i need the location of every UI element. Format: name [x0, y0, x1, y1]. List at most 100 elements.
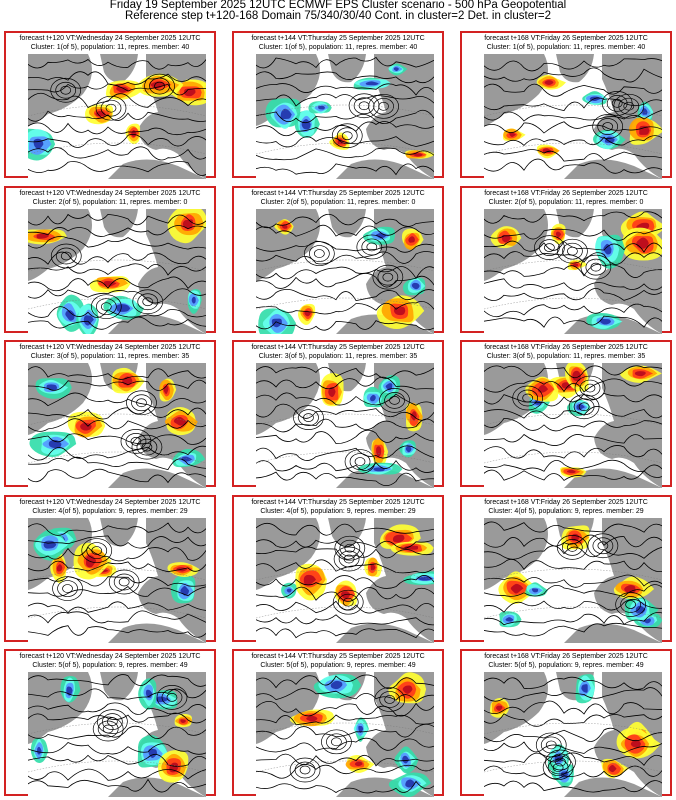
geopotential-low-contour [95, 298, 117, 316]
negative-anomaly-shade [286, 588, 292, 593]
geopotential-contour [28, 392, 206, 409]
geopotential-contour [484, 278, 662, 291]
geopotential-contour [256, 366, 434, 379]
panel-cluster-label: Cluster: 1(of 5), population: 11, repres… [30, 43, 190, 51]
positive-anomaly-shade [354, 761, 363, 767]
geopotential-map [28, 672, 206, 797]
geopotential-low-contour [545, 740, 557, 750]
cluster-panel: forecast t+144 VT:Thursday 25 September … [232, 495, 444, 643]
geopotential-map [484, 209, 662, 334]
positive-anomaly-shade [116, 86, 129, 93]
geopotential-low-contour [105, 103, 117, 113]
geopotential-contour [256, 272, 434, 289]
geopotential-contour [256, 674, 434, 690]
positive-anomaly-shade [370, 563, 376, 571]
latitude-line [256, 413, 434, 426]
geopotential-contour [256, 392, 434, 406]
geopotential-low-contour [512, 385, 544, 411]
geopotential-low-contour [60, 251, 72, 261]
geopotential-low-contour [534, 235, 565, 260]
geopotential-contour [28, 674, 206, 687]
geopotential-low-contour [321, 729, 352, 755]
geopotential-low-contour [555, 757, 566, 767]
geopotential-contour [484, 713, 662, 727]
geopotential-low-contour [557, 238, 588, 264]
geopotential-contour [256, 753, 434, 767]
geopotential-low-contour [522, 393, 534, 403]
negative-anomaly-shade [358, 725, 364, 733]
geopotential-contour [256, 71, 434, 84]
geopotential-low-contour [606, 95, 628, 112]
geopotential-low-contour [313, 249, 325, 258]
latitude-line [484, 259, 662, 272]
geopotential-low-contour [308, 245, 330, 262]
geopotential-contour [28, 71, 206, 86]
negative-anomaly-shade [280, 108, 292, 120]
geopotential-low-contour [95, 95, 127, 121]
cluster-panel: forecast t+144 VT:Thursday 25 September … [232, 340, 444, 488]
positive-anomaly-shade [608, 764, 617, 773]
positive-anomaly-shade [634, 371, 646, 377]
panel-cluster-label: Cluster: 1(of 5), population: 11, repres… [486, 43, 646, 51]
geopotential-low-contour [353, 97, 375, 115]
latitude-line [484, 413, 662, 426]
land-africa [108, 777, 206, 797]
geopotential-contour [28, 263, 206, 276]
geopotential-low-contour [344, 449, 376, 474]
positive-anomaly-shade [328, 386, 336, 397]
land-north-america [484, 518, 548, 590]
negative-anomaly-shade [330, 680, 343, 690]
geopotential-map [484, 54, 662, 179]
geopotential-low-contour [293, 405, 324, 430]
land-africa [336, 159, 434, 179]
geopotential-low-contour [389, 396, 400, 405]
negative-anomaly-shade [505, 617, 514, 622]
positive-anomaly-shade [538, 384, 549, 393]
panel-title: forecast t+168 VT:Friday 26 September 20… [462, 653, 670, 670]
geopotential-map [484, 518, 662, 643]
geopotential-low-contour [55, 81, 77, 99]
geopotential-contour [256, 300, 434, 315]
cluster-panel: forecast t+120 VT:Wednesday 24 September… [4, 186, 216, 334]
latitude-line [484, 760, 662, 773]
geopotential-contour [484, 149, 662, 162]
land-africa [108, 159, 206, 179]
geopotential-contour [28, 276, 206, 292]
geopotential-low-contour [156, 685, 188, 710]
geopotential-map [28, 363, 206, 488]
geopotential-contour [256, 376, 434, 390]
positive-anomaly-shade [510, 583, 524, 594]
geopotential-low-contour [60, 85, 72, 95]
geopotential-contour [28, 778, 206, 793]
geopotential-contour [256, 224, 434, 237]
latitude-line [28, 104, 206, 117]
geopotential-contour [256, 136, 434, 148]
geopotential-low-contour [289, 757, 321, 783]
negative-anomaly-shade [405, 779, 415, 788]
geopotential-contour [28, 316, 206, 330]
geopotential-low-contour [50, 243, 82, 269]
land-africa [564, 468, 662, 488]
geopotential-low-contour [618, 97, 640, 115]
geopotential-contour [28, 122, 206, 136]
panel-cluster-label: Cluster: 2(of 5), population: 11, repres… [260, 198, 416, 206]
geopotential-low-contour [299, 765, 311, 775]
geopotential-low-contour [368, 93, 399, 119]
figure-subtitle: Reference step t+120-168 Domain 75/340/3… [124, 9, 552, 22]
latitude-line [28, 451, 206, 464]
negative-anomaly-shade [318, 105, 325, 110]
panel-cluster-label: Cluster: 5(of 5), population: 9, repres.… [488, 661, 644, 669]
latitude-line [256, 259, 434, 272]
latitude-line [256, 568, 434, 581]
geopotential-low-contour [333, 546, 365, 572]
geopotential-contour [484, 534, 662, 548]
geopotential-contour [256, 471, 434, 487]
geopotential-contour [484, 251, 662, 265]
negative-anomaly-shade [83, 315, 94, 326]
geopotential-contour [484, 558, 662, 572]
geopotential-contour [484, 622, 662, 637]
geopotential-low-contour [573, 398, 595, 416]
cluster-panel: forecast t+168 VT:Friday 26 September 20… [460, 495, 672, 643]
land-eurasia [366, 672, 434, 797]
panel-title: forecast t+144 VT:Thursday 25 September … [234, 35, 442, 52]
